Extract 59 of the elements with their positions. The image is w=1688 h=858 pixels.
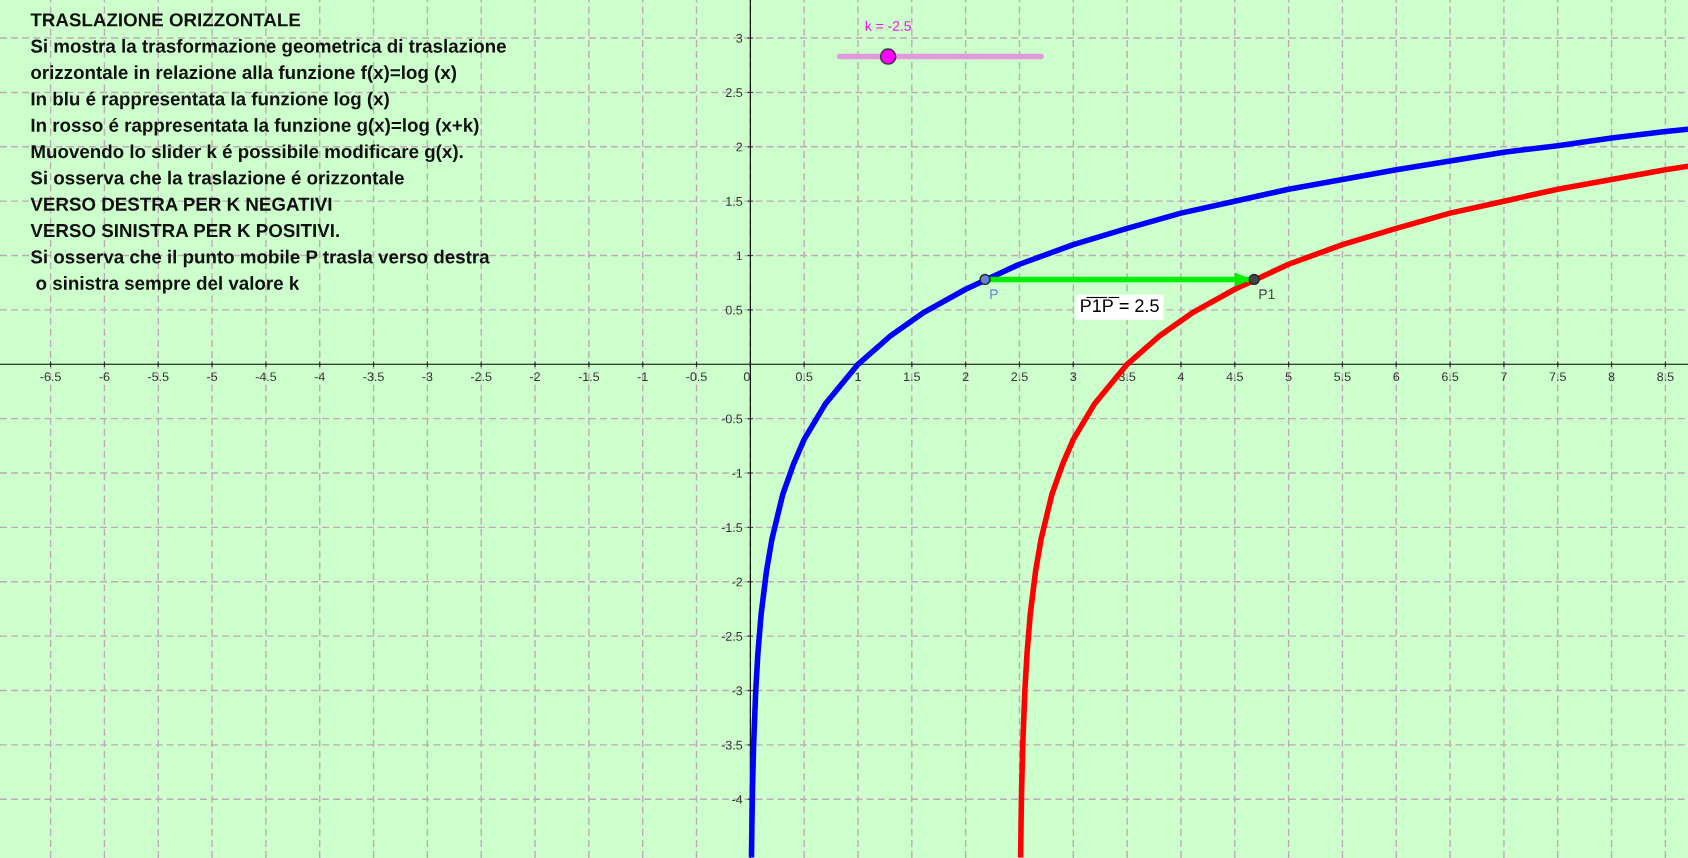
annotation: orizzontale in relazione alla funzione f(x)=log (x) xyxy=(31,65,457,83)
x-tick-label: 4.5 xyxy=(1226,372,1243,382)
x-tick-label: -3 xyxy=(422,372,433,382)
y-tick-label: 2 xyxy=(736,142,743,152)
x-tick-label: -2.5 xyxy=(471,372,492,382)
x-tick-label: -1.5 xyxy=(578,372,600,382)
x-tick-label: 0 xyxy=(743,372,750,382)
y-tick-label: -2.5 xyxy=(721,631,743,641)
annotation: VERSO SINISTRA PER K POSITIVI. xyxy=(30,223,339,238)
x-tick-label: -0.5 xyxy=(686,372,707,382)
x-tick-label: -6.5 xyxy=(40,372,61,382)
x-tick-label: -2 xyxy=(530,372,540,381)
y-tick-label: -3 xyxy=(732,686,743,696)
x-tick-label: 6.5 xyxy=(1442,372,1459,382)
x-tick-label: 2.5 xyxy=(1011,372,1028,382)
x-tick-label: -5 xyxy=(207,372,218,382)
y-tick-label: 3 xyxy=(736,33,743,43)
y-tick-label: -3.5 xyxy=(721,740,743,750)
annotation: k = -2.5 xyxy=(865,20,911,31)
y-tick-label: -4 xyxy=(732,795,743,804)
x-tick-label: 0.5 xyxy=(795,372,813,382)
y-tick-label: -1 xyxy=(732,468,743,478)
annotation: Muovendo lo slider k é possibile modificare g(x). xyxy=(31,144,463,163)
y-tick-label: -0.5 xyxy=(721,414,743,424)
y-tick-label: 1.5 xyxy=(726,197,743,206)
x-tick-label: -4.5 xyxy=(255,372,277,382)
annotation: Si osserva che il punto mobile P trasla verso destra xyxy=(30,249,490,268)
x-tick-label: -3.5 xyxy=(363,372,384,382)
x-tick-label: -6 xyxy=(99,372,110,382)
x-tick-label: 6 xyxy=(1393,372,1400,382)
x-tick-label: 3 xyxy=(1070,372,1077,382)
y-tick-label: 2.5 xyxy=(725,88,743,98)
series-label: P1 xyxy=(1259,289,1275,299)
x-tick-label: -5.5 xyxy=(148,372,169,382)
y-tick-label: -2 xyxy=(732,577,743,587)
x-tick-label: 4 xyxy=(1177,372,1185,381)
y-tick-label: 1 xyxy=(736,251,743,261)
annotation: P̅1̅P̅ = 2.5 xyxy=(1081,296,1159,313)
annotation: VERSO DESTRA PER K NEGATIVI xyxy=(30,197,332,211)
x-tick-label: 1.5 xyxy=(904,372,920,382)
x-tick-label: 2 xyxy=(962,372,969,381)
series-label: P xyxy=(990,289,998,299)
annotation: Si mostra la trasformazione geometrica di traslazione xyxy=(30,39,506,57)
x-tick-label: 1 xyxy=(855,372,861,381)
annotation: In rosso é rappresentata la funzione g(x)=log (x+k) xyxy=(31,117,479,136)
y-tick-label: -1.5 xyxy=(721,523,743,533)
annotation: TRASLAZIONE ORIZZONTALE xyxy=(30,13,301,27)
x-tick-label: 8 xyxy=(1608,372,1615,382)
x-tick-label: -1 xyxy=(637,372,648,381)
annotation: In blu é rappresentata la funzione log (x) xyxy=(31,91,389,110)
annotation: Si osserva che la traslazione é orizzontale xyxy=(30,170,404,185)
x-tick-label: 7.5 xyxy=(1549,372,1566,382)
x-tick-label: -4 xyxy=(314,372,325,381)
x-tick-label: 8.5 xyxy=(1657,372,1674,382)
y-tick-label: 0.5 xyxy=(725,305,743,315)
x-tick-label: 5.5 xyxy=(1334,372,1351,382)
annotation: o sinistra sempre del valore k xyxy=(36,276,300,294)
x-tick-label: 5 xyxy=(1285,372,1292,382)
x-tick-label: 7 xyxy=(1501,372,1507,381)
